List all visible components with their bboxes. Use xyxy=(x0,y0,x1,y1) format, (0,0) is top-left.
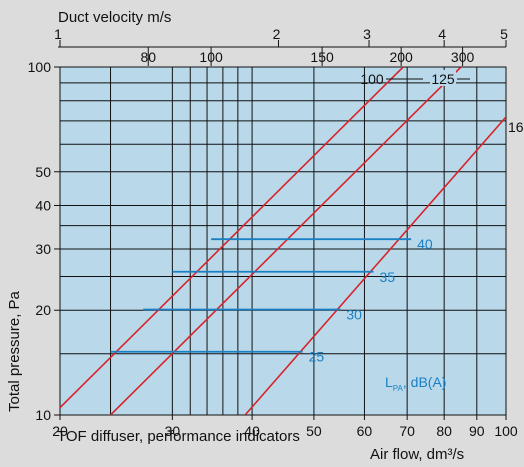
x-axis-label: Air flow, dm³/s xyxy=(370,446,464,463)
top-major-tick-label: 5 xyxy=(500,26,508,42)
top-minor-tick-label: 200 xyxy=(389,49,413,65)
x-tick-label: 60 xyxy=(357,423,373,439)
noise-legend: LPA, dB(A) xyxy=(385,374,446,393)
top-minor-tick-label: 100 xyxy=(199,49,223,65)
series-line-16 xyxy=(244,115,506,415)
top-minor-tick-label: 150 xyxy=(310,49,334,65)
series-layer: 100 125 16 xyxy=(60,67,524,415)
noise-layer: 40 35 30 25 xyxy=(110,236,433,365)
plot-frame xyxy=(59,66,507,416)
y-tick-label: 10 xyxy=(35,407,51,423)
x-tick-label: 20 xyxy=(52,423,68,439)
top-minor-tick-label: 80 xyxy=(140,49,156,65)
x-tick-label: 90 xyxy=(469,423,485,439)
top-axis-label: Duct velocity m/s xyxy=(58,9,171,26)
noise-label-30: 30 xyxy=(346,306,362,322)
x-tick-label: 70 xyxy=(399,423,415,439)
series-label-100: 100 xyxy=(360,71,384,87)
grid-layer xyxy=(60,67,506,415)
series-label-16: 16 xyxy=(508,119,524,135)
top-major-tick-label: 2 xyxy=(273,26,281,42)
noise-legend-symbol: L xyxy=(385,374,393,390)
top-major-tick-label: 3 xyxy=(363,26,371,42)
noise-label-40: 40 xyxy=(417,236,433,252)
y-tick-label: 50 xyxy=(35,164,51,180)
y-tick-label: 20 xyxy=(35,302,51,318)
series-label-bg xyxy=(430,70,456,86)
noise-label-35: 35 xyxy=(380,269,396,285)
chart-caption: TOF diffuser, performance indicators xyxy=(57,428,300,445)
top-major-tick-label: 1 xyxy=(54,26,62,42)
series-label-125: 125 xyxy=(431,71,455,87)
x-tick-label: 80 xyxy=(436,423,452,439)
x-tick-label: 100 xyxy=(494,423,518,439)
y-axis-label: Total pressure, Pa xyxy=(6,290,23,412)
x-tick-label: 40 xyxy=(244,423,260,439)
top-major-tick-label: 4 xyxy=(438,26,446,42)
y-tick-label: 100 xyxy=(28,59,52,75)
y-tick-label: 40 xyxy=(35,197,51,213)
x-tick-label: 30 xyxy=(165,423,181,439)
series-line-125 xyxy=(109,67,462,415)
x-tick-label: 50 xyxy=(306,423,322,439)
plot-area xyxy=(60,67,506,415)
noise-label-25: 25 xyxy=(309,349,325,365)
top-minor-tick-label: 300 xyxy=(451,49,475,65)
noise-legend-unit: , dB(A) xyxy=(403,374,447,390)
y-tick-label: 30 xyxy=(35,241,51,257)
noise-legend-subscript: PA xyxy=(393,384,404,393)
